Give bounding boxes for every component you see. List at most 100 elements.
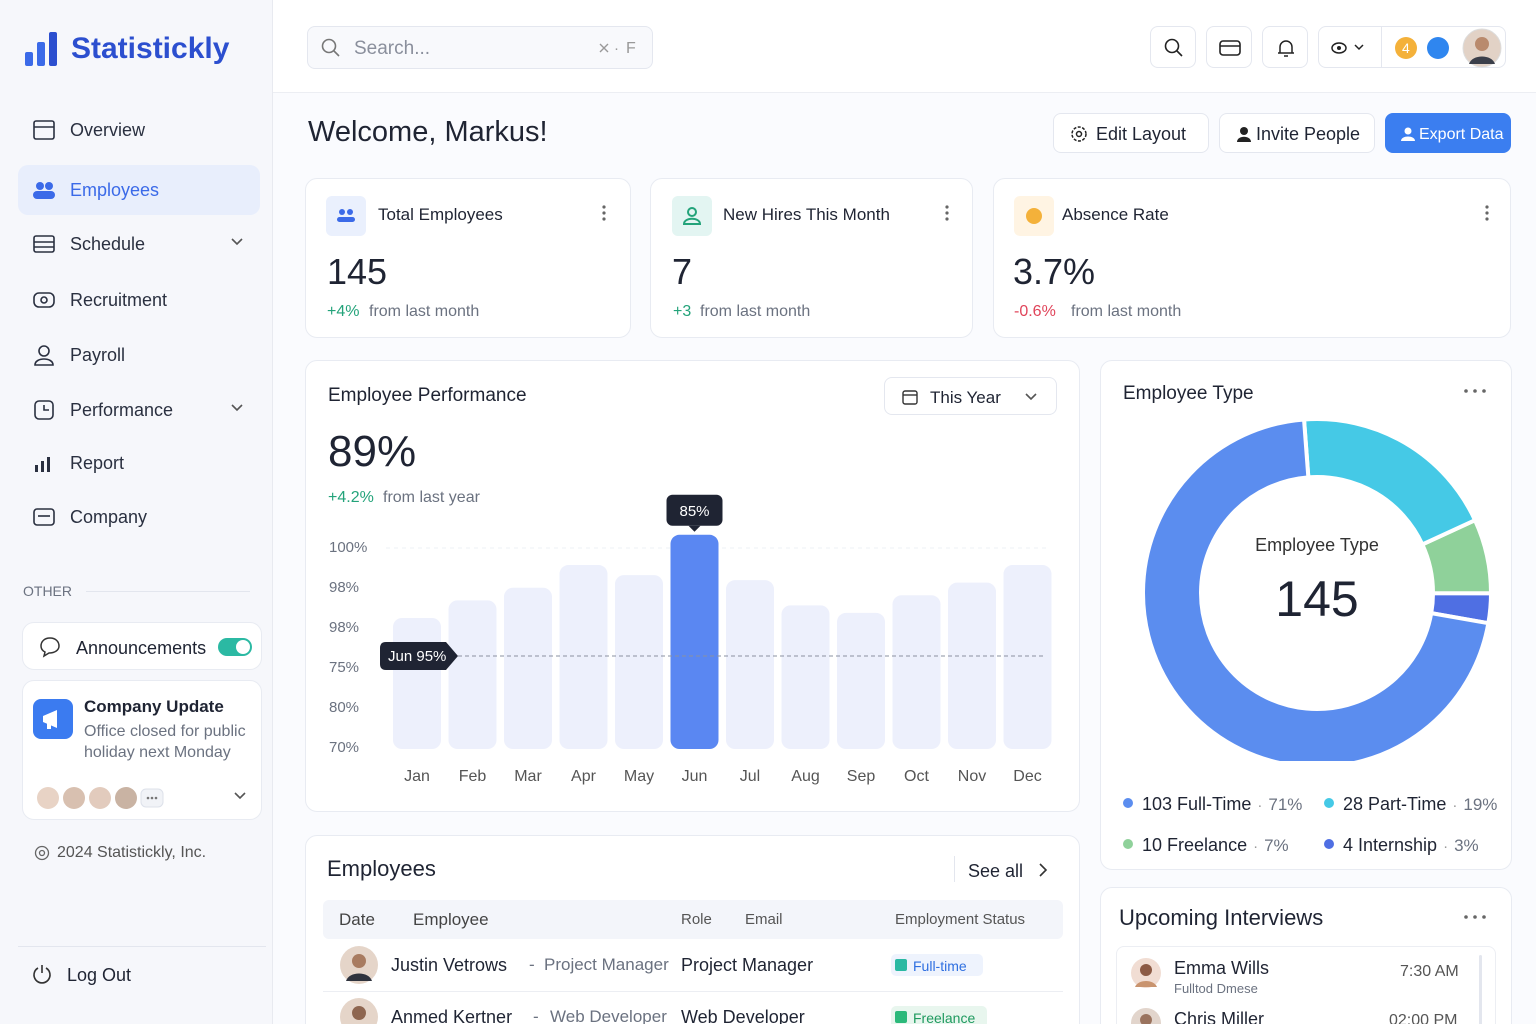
bar[interactable]: [781, 605, 830, 749]
donut-total: 145: [1275, 571, 1358, 627]
table-row[interactable]: Justin Vetrows - Project Manager Project…: [323, 939, 1063, 992]
nav-label: Employees: [70, 180, 160, 200]
y-tick-label: 75%: [329, 659, 359, 676]
update-card: Company Update Office closed for public …: [22, 680, 262, 820]
edit-layout-button[interactable]: Edit Layout: [1053, 113, 1209, 153]
stat-card: New Hires This Month 7 +3 from last mont…: [650, 178, 973, 338]
welcome-title: Welcome, Markus!: [308, 116, 548, 148]
bar[interactable]: [892, 595, 941, 749]
column-header[interactable]: Role: [681, 911, 712, 928]
announcements-card[interactable]: Announcements: [22, 622, 262, 670]
nav-label: Report: [70, 453, 125, 473]
interviewee-name[interactable]: Chris Miller: [1174, 1009, 1264, 1024]
performance-change: +4.2%: [328, 489, 374, 506]
period-select[interactable]: This Year: [884, 377, 1057, 415]
search-button[interactable]: [1150, 26, 1196, 68]
employee-name: Anmed Kertner: [391, 1007, 513, 1024]
performance-note: from last year: [383, 489, 480, 506]
nav-label: Company: [70, 507, 148, 527]
reference-badge: [380, 642, 458, 670]
nav-item[interactable]: Overview: [18, 105, 260, 155]
divider: [86, 591, 250, 592]
x-tick-label: Jun: [682, 768, 708, 785]
legend-name: Full-Time: [1177, 794, 1252, 814]
bar[interactable]: [504, 587, 552, 749]
table-row[interactable]: Anmed Kertner - Web Developer Web Develo…: [323, 991, 1063, 1024]
stat-change: +4%: [327, 303, 360, 320]
badge: 4: [1402, 40, 1410, 56]
stat-note: from last month: [369, 303, 480, 320]
announcements-label: Announcements: [76, 638, 207, 658]
notification-button[interactable]: [1262, 26, 1308, 68]
bar[interactable]: [615, 575, 663, 749]
export-button[interactable]: Export Data: [1385, 113, 1511, 153]
invite-button[interactable]: Invite People: [1219, 113, 1375, 153]
y-tick-label: 100%: [329, 539, 367, 556]
legend-swatch: [1123, 798, 1133, 808]
column-header[interactable]: Employment Status: [895, 911, 1026, 928]
legend-percent: 19%: [1463, 795, 1498, 814]
see-all[interactable]: See all: [968, 861, 1024, 881]
stat-title: Total Employees: [378, 205, 503, 224]
nav-label: Payroll: [70, 345, 126, 365]
legend-swatch: [1324, 839, 1334, 849]
x-tick-label: Nov: [958, 768, 986, 785]
x-tick-label: Mar: [514, 768, 542, 785]
x-tick-label: May: [624, 768, 654, 785]
avatars: [37, 787, 164, 809]
interviewee-name[interactable]: Emma Wills: [1174, 958, 1269, 978]
interviews-card: Upcoming Interviews Emma Wills Fulltod D…: [1100, 887, 1512, 1024]
toggle[interactable]: [218, 638, 252, 656]
performance-value: 89%: [328, 427, 417, 476]
employee-role: Web Developer: [550, 1007, 667, 1024]
legend-count: 10: [1142, 835, 1163, 855]
nav-label: Recruitment: [70, 290, 168, 310]
nav-item[interactable]: Recruitment: [18, 275, 260, 325]
legend-swatch: [1123, 839, 1133, 849]
update-title: Company Update: [84, 697, 224, 716]
nav-item[interactable]: Employees: [18, 165, 260, 215]
nav-item[interactable]: Report: [18, 438, 260, 488]
card-title: Employee Type: [1123, 383, 1254, 404]
donut-chart: Employee Type 145: [1141, 417, 1494, 761]
legend-percent: 71%: [1268, 795, 1303, 814]
nav-item[interactable]: Company: [18, 492, 260, 542]
nav-label: Performance: [70, 400, 174, 420]
brand-name: Statistickly: [71, 32, 230, 65]
nav-label: Schedule: [70, 234, 146, 254]
legend-name: Part-Time: [1368, 794, 1447, 814]
nav-item[interactable]: Payroll: [18, 330, 260, 380]
table-header: Date Employee Role Email Employment Stat…: [323, 900, 1063, 939]
search-box[interactable]: Search... · F: [307, 26, 653, 69]
legend-item[interactable]: 10 Freelance · 7%: [1123, 836, 1289, 854]
bar[interactable]: [448, 600, 497, 749]
sidebar: Statistickly Overview Employees Schedule…: [0, 0, 273, 1024]
nav-item[interactable]: Schedule: [18, 219, 260, 269]
card-button[interactable]: [1206, 26, 1252, 68]
donut-segment[interactable]: [1301, 417, 1478, 548]
bar[interactable]: [1003, 565, 1052, 749]
legend-item[interactable]: 103 Full-Time · 71%: [1123, 795, 1302, 813]
bar[interactable]: [559, 565, 608, 749]
x-tick-label: Jul: [740, 768, 760, 785]
legend-item[interactable]: 4 Internship · 3%: [1324, 836, 1479, 854]
bar[interactable]: [726, 580, 774, 749]
user-menu[interactable]: 4: [1318, 26, 1506, 68]
stat-title: Absence Rate: [1062, 205, 1169, 224]
column-header[interactable]: Employee: [413, 910, 489, 929]
x-tick-label: Apr: [571, 768, 597, 785]
bar[interactable]: [670, 534, 719, 749]
bar[interactable]: [948, 582, 996, 749]
bar[interactable]: [837, 612, 885, 749]
donut-segment[interactable]: [1141, 417, 1491, 761]
bar[interactable]: [393, 617, 441, 749]
legend-name: Internship: [1358, 835, 1438, 855]
y-tick-label: 70%: [329, 739, 359, 756]
legend-item[interactable]: 28 Part-Time · 19%: [1324, 795, 1497, 813]
legend-swatch: [1324, 798, 1334, 808]
column-header[interactable]: Date: [339, 910, 375, 929]
column-header[interactable]: Email: [745, 911, 783, 928]
logout[interactable]: Log Out: [67, 965, 132, 985]
nav-item[interactable]: Performance: [18, 385, 260, 435]
